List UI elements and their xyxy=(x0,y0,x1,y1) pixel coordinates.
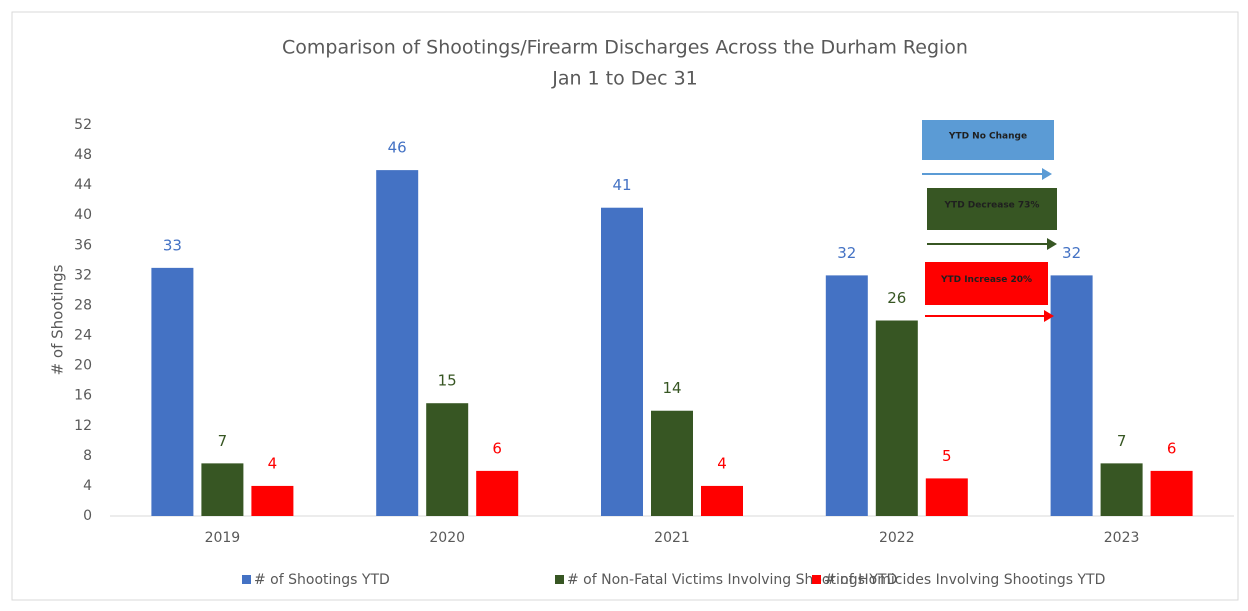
y-tick-label: 8 xyxy=(83,448,92,464)
bar xyxy=(825,275,868,516)
data-label: 7 xyxy=(1117,432,1127,450)
bar xyxy=(875,320,918,516)
legend-swatch xyxy=(555,575,564,584)
y-tick-label: 32 xyxy=(74,267,92,283)
bar xyxy=(1150,470,1193,516)
annotation-arrowhead xyxy=(1047,238,1057,250)
x-tick-label: 2019 xyxy=(205,530,241,546)
legend-swatch xyxy=(242,575,251,584)
x-tick-label: 2020 xyxy=(429,530,465,546)
annotation-arrowhead xyxy=(1044,310,1054,322)
data-label: 4 xyxy=(268,454,278,472)
bar xyxy=(251,485,294,516)
y-tick-label: 4 xyxy=(83,478,92,494)
y-tick-label: 12 xyxy=(74,418,92,434)
data-label: 14 xyxy=(662,379,681,397)
chart-subtitle: Jan 1 to Dec 31 xyxy=(551,68,698,90)
data-label: 6 xyxy=(1167,439,1177,457)
data-label: 32 xyxy=(1062,244,1081,262)
y-tick-label: 24 xyxy=(74,328,92,344)
annotation-box xyxy=(925,262,1048,305)
bar xyxy=(476,470,519,516)
x-tick-label: 2022 xyxy=(879,530,915,546)
legend-label: # of Homicides Involving Shootings YTD xyxy=(824,572,1105,588)
y-axis-label: # of Shootings xyxy=(49,264,67,375)
annotation-text: YTD Decrease 73% xyxy=(944,201,1040,211)
bar xyxy=(925,478,968,516)
y-tick-label: 40 xyxy=(74,207,92,223)
annotation-box xyxy=(922,120,1054,160)
data-label: 4 xyxy=(717,454,727,472)
legend-swatch xyxy=(812,575,821,584)
bar xyxy=(1100,463,1143,516)
y-tick-label: 48 xyxy=(74,147,92,163)
legend-label: # of Shootings YTD xyxy=(254,572,390,588)
bar xyxy=(651,410,693,516)
data-label: 26 xyxy=(887,289,906,307)
bar xyxy=(701,485,743,516)
y-tick-label: 16 xyxy=(74,388,92,404)
bar xyxy=(376,170,419,516)
data-label: 32 xyxy=(837,244,856,262)
bar xyxy=(201,463,244,516)
data-label: 6 xyxy=(492,439,502,457)
y-tick-label: 28 xyxy=(74,297,92,313)
annotation-text: YTD Increase 20% xyxy=(940,275,1032,285)
y-tick-label: 44 xyxy=(74,177,92,193)
bar xyxy=(151,267,194,516)
data-label: 15 xyxy=(438,372,457,390)
bar xyxy=(426,403,469,516)
bar xyxy=(601,207,643,516)
data-label: 46 xyxy=(388,139,407,157)
data-label: 33 xyxy=(163,236,182,254)
chart-title: Comparison of Shootings/Firearm Discharg… xyxy=(282,37,968,59)
bar xyxy=(1050,275,1093,516)
y-tick-label: 0 xyxy=(83,508,92,524)
y-tick-label: 20 xyxy=(74,358,92,374)
annotation-text: YTD No Change xyxy=(948,132,1027,142)
x-tick-label: 2023 xyxy=(1104,530,1140,546)
data-label: 5 xyxy=(942,447,952,465)
annotation-box xyxy=(927,188,1057,230)
annotation-arrowhead xyxy=(1042,168,1052,180)
data-label: 7 xyxy=(218,432,228,450)
y-tick-label: 52 xyxy=(74,117,92,133)
y-tick-label: 36 xyxy=(74,237,92,253)
x-tick-label: 2021 xyxy=(654,530,690,546)
data-label: 41 xyxy=(612,176,631,194)
